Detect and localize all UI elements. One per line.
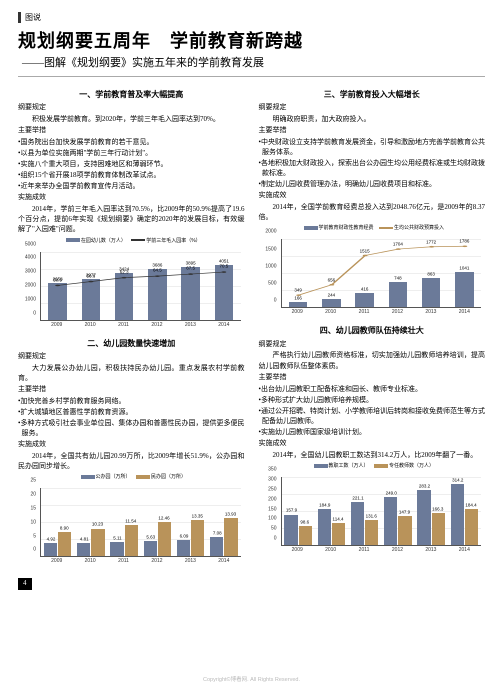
chart1: 在园幼儿数（万人） 学前三年毛入园率（%）0100020003000400050… bbox=[18, 238, 245, 333]
sec1-label-a: 纲要规定 bbox=[18, 103, 245, 113]
bullet-item: 通过公开招聘、特岗计划、小学教师培训后转岗和接收免费师范生等方式配备幼儿园教师。 bbox=[259, 406, 486, 426]
header-rule bbox=[18, 76, 485, 77]
sec4-title: 四、幼儿园教师队伍持续壮大 bbox=[259, 325, 486, 336]
sec2-para-c: 2014年，全国共有幼儿园20.99万所，比2009年增长51.9%，公办园和民… bbox=[18, 451, 245, 471]
sec2-para-a: 大力发展公办幼儿园，积极扶持民办幼儿园。重点发展农村学前教育。 bbox=[18, 363, 245, 383]
subtitle: ——图解《规划纲要》实施五年来的学前教育发展 bbox=[18, 56, 485, 71]
sec4-label-c: 实施成效 bbox=[259, 439, 486, 449]
sec3-label-a: 纲要规定 bbox=[259, 103, 486, 113]
sec2-label-c: 实施成效 bbox=[18, 440, 245, 450]
sec1-label-b: 主要举措 bbox=[18, 126, 245, 136]
sec3-para-c: 2014年，全国学前教育经费总投入达到2048.76亿元，是2009年的8.37… bbox=[259, 202, 486, 222]
sec4-label-b: 主要举措 bbox=[259, 373, 486, 383]
bullet-item: 国务院出台加快发展学前教育的若干意见。 bbox=[18, 137, 245, 147]
sec1-para-a: 积极发展学前教育。到2020年，学前三年毛入园率达到70%。 bbox=[18, 114, 245, 124]
chart3: 学前教育财政性教育经费 生均公共财政预算投入050010001500200016… bbox=[259, 225, 486, 320]
bullet-item: 出台幼儿园教职工配备标准和园长、教师专业标准。 bbox=[259, 384, 486, 394]
sec1-title: 一、学前教育普及率大幅提高 bbox=[18, 89, 245, 100]
page-number: 4 bbox=[18, 578, 32, 590]
sec1-para-c: 2014年，学前三年毛入园率达到70.5%，比2009年的50.9%提高了19.… bbox=[18, 204, 245, 234]
chart4: 教职工数（万人） 专任教师数（万人）0501001502002503003501… bbox=[259, 463, 486, 558]
sec2-label-a: 纲要规定 bbox=[18, 352, 245, 362]
bullet-item: 实施幼儿园教师国家级培训计划。 bbox=[259, 427, 486, 437]
sec4-bullets: 出台幼儿园教职工配备标准和园长、教师专业标准。多种形式扩大幼儿园教师培养规模。通… bbox=[259, 384, 486, 438]
bullet-item: 扩大城镇地区普惠性学前教育资源。 bbox=[18, 407, 245, 417]
bullet-item: 加快完善乡村学前教育服务网络。 bbox=[18, 396, 245, 406]
sec4-label-a: 纲要规定 bbox=[259, 340, 486, 350]
sec4-para-c: 2014年，全国幼儿园教职工数达到314.2万人，比2009年翻了一番。 bbox=[259, 450, 486, 460]
headline: 规划纲要五周年 学前教育新跨越 bbox=[18, 29, 485, 54]
sec2-bullets: 加快完善乡村学前教育服务网络。扩大城镇地区普惠性学前教育资源。多种方式吸引社会事… bbox=[18, 396, 245, 439]
bullet-item: 各地积极加大财政投入，探索出台公办园生均公用经费标准或生均财政拨款标准。 bbox=[259, 158, 486, 178]
left-column: 一、学前教育普及率大幅提高 纲要规定 积极发展学前教育。到2020年，学前三年毛… bbox=[18, 85, 245, 575]
bullet-item: 多种方式吸引社会事业单位园、集体办园和普惠性民办园，提供更多便民服务。 bbox=[18, 418, 245, 438]
kicker: 图说 bbox=[18, 12, 485, 23]
bullet-item: 制定幼儿园收费管理办法，明确幼儿园收费项目和标准。 bbox=[259, 179, 486, 189]
sec1-label-c: 实施成效 bbox=[18, 193, 245, 203]
bullet-item: 近年来举办全国学前教育宣传月活动。 bbox=[18, 181, 245, 191]
bullet-item: 以县为单位实施两期"学前三年行动计划"。 bbox=[18, 148, 245, 158]
body-columns: 一、学前教育普及率大幅提高 纲要规定 积极发展学前教育。到2020年，学前三年毛… bbox=[18, 85, 485, 575]
sec3-bullets: 中央财政设立支持学前教育发展资金，引导和激励地方完善学前教育公共服务体系。各地积… bbox=[259, 137, 486, 190]
sec3-label-b: 主要举措 bbox=[259, 126, 486, 136]
sec3-label-c: 实施成效 bbox=[259, 191, 486, 201]
bullet-item: 实施八个重大项目，支持困难地区和薄弱环节。 bbox=[18, 159, 245, 169]
bullet-item: 多种形式扩大幼儿园教师培养规模。 bbox=[259, 395, 486, 405]
bullet-item: 组织15个省开展18项学前教育体制改革试点。 bbox=[18, 170, 245, 180]
sec2-label-b: 主要举措 bbox=[18, 385, 245, 395]
sec2-title: 二、幼儿园数量快速增加 bbox=[18, 338, 245, 349]
chart2: 公办园（万所） 民办园（万所）05101520254.924.815.115.6… bbox=[18, 474, 245, 569]
sec1-bullets: 国务院出台加快发展学前教育的若干意见。以县为单位实施两期"学前三年行动计划"。实… bbox=[18, 137, 245, 192]
footer-copyright: Copyright©博看网. All Rights Reserved. bbox=[0, 677, 503, 685]
sec3-para-a: 明确政府职责，加大政府投入。 bbox=[259, 114, 486, 124]
sec3-title: 三、学前教育投入大幅增长 bbox=[259, 89, 486, 100]
bullet-item: 中央财政设立支持学前教育发展资金，引导和激励地方完善学前教育公共服务体系。 bbox=[259, 137, 486, 157]
sec4-para-a: 严格执行幼儿园教师资格标准，切实加强幼儿园教师培养培训，提高幼儿园教师队伍整体素… bbox=[259, 350, 486, 370]
right-column: 三、学前教育投入大幅增长 纲要规定 明确政府职责，加大政府投入。 主要举措 中央… bbox=[259, 85, 486, 575]
